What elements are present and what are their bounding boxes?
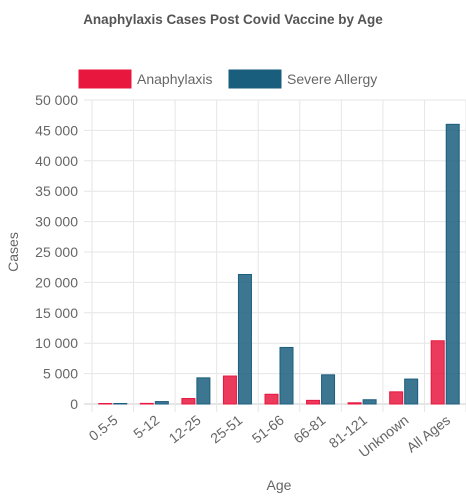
bar-anaphylaxis-25-51[interactable] — [222, 375, 237, 405]
y-tick-label: 25 000 — [35, 244, 78, 260]
bar-severe-allergy-5-12[interactable] — [154, 401, 169, 405]
x-axis-label: Age — [267, 477, 292, 493]
legend-swatch-anaphylaxis — [78, 69, 132, 89]
bars — [98, 123, 460, 405]
x-tick-label: 0.5-5 — [86, 412, 121, 444]
bar-severe-allergy-12-25[interactable] — [196, 377, 211, 405]
y-tick-label: 15 000 — [35, 305, 78, 321]
legend-swatch-severe-allergy — [228, 69, 282, 89]
legend-item-anaphylaxis[interactable]: Anaphylaxis — [78, 69, 213, 89]
y-tick-label: 45 000 — [35, 122, 78, 138]
x-tick-label: 66-81 — [290, 412, 328, 447]
x-tick-label: 5-12 — [130, 412, 162, 442]
bar-anaphylaxis-51-66[interactable] — [264, 393, 279, 405]
bar-anaphylaxis-81-121[interactable] — [347, 402, 362, 405]
gridlines — [84, 99, 466, 412]
bar-anaphylaxis-66-81[interactable] — [306, 399, 321, 405]
chart-title: Anaphylaxis Cases Post Covid Vaccine by … — [83, 12, 383, 27]
y-tick-label: 40 000 — [35, 153, 78, 169]
y-tick-label: 0 — [70, 396, 78, 412]
bar-severe-allergy-unknown[interactable] — [404, 378, 419, 405]
bar-severe-allergy-51-66[interactable] — [279, 346, 294, 405]
bar-severe-allergy-all-ages[interactable] — [445, 123, 460, 405]
y-tick-label: 30 000 — [35, 214, 78, 230]
bar-anaphylaxis-12-25[interactable] — [181, 398, 196, 405]
bar-anaphylaxis-unknown[interactable] — [389, 391, 404, 405]
bar-severe-allergy-66-81[interactable] — [321, 374, 336, 405]
y-tick-label: 5 000 — [43, 366, 78, 382]
x-tick-label: 51-66 — [249, 412, 287, 447]
y-tick-label: 10 000 — [35, 335, 78, 351]
x-tick-label: 12-25 — [166, 412, 204, 447]
bar-severe-allergy-81-121[interactable] — [362, 399, 377, 405]
y-axis-label: Cases — [5, 232, 21, 272]
y-tick-label: 20 000 — [35, 274, 78, 290]
bar-severe-allergy-25-51[interactable] — [237, 273, 252, 405]
legend-label-severe-allergy: Severe Allergy — [287, 71, 377, 87]
legend-label-anaphylaxis: Anaphylaxis — [137, 71, 213, 87]
x-axis-ticks: 0.5-5 5-12 12-25 25-51 51-66 66-8181-121Unkno… — [86, 412, 453, 461]
bar-anaphylaxis-5-12[interactable] — [139, 402, 154, 405]
y-tick-label: 35 000 — [35, 183, 78, 199]
bar-severe-allergy-0-5-5[interactable] — [113, 403, 128, 405]
bar-anaphylaxis-all-ages[interactable] — [430, 340, 445, 405]
legend-item-severe-allergy[interactable]: Severe Allergy — [228, 69, 377, 89]
y-tick-label: 50 000 — [35, 92, 78, 108]
legend: Anaphylaxis Severe Allergy — [78, 69, 377, 89]
x-tick-label: All Ages — [403, 412, 453, 456]
x-tick-label: 25-51 — [207, 412, 245, 447]
bar-anaphylaxis-0-5-5[interactable] — [98, 403, 113, 405]
y-axis-ticks: 0 5 000 10 000 15 000 20 000 25 000 30 000 35 0… — [35, 92, 78, 412]
